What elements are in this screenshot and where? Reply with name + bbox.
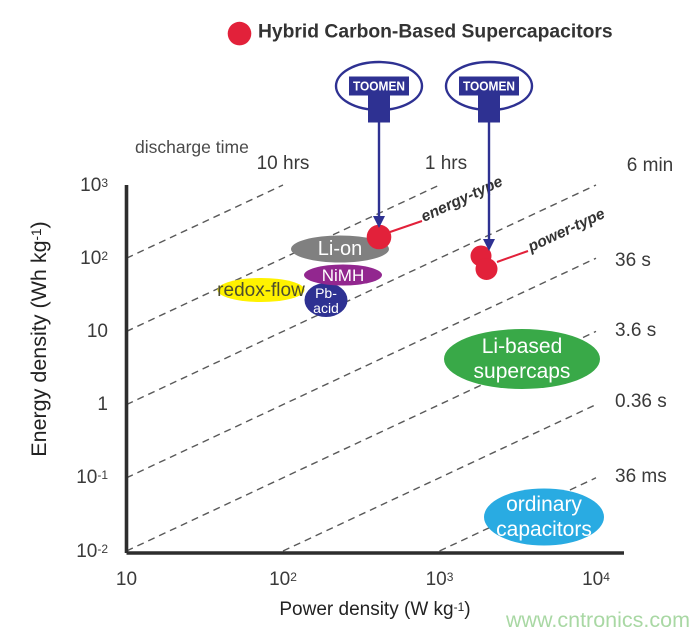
svg-text:102: 102 [269,569,297,590]
svg-text:discharge time: discharge time [135,137,249,157]
svg-text:10-2: 10-2 [76,541,108,562]
svg-text:ordinary: ordinary [506,493,582,516]
svg-text:Li-on: Li-on [318,238,362,260]
svg-text:energy-type: energy-type [419,173,506,226]
svg-text:www.cntronics.com: www.cntronics.com [505,608,690,632]
svg-text:acid: acid [313,300,339,316]
svg-text:1 hrs: 1 hrs [425,153,467,174]
svg-text:0.36 s: 0.36 s [615,391,667,412]
svg-text:NiMH: NiMH [322,266,365,285]
svg-text:Energy density (Wh kg-1): Energy density (Wh kg-1) [27,221,51,456]
svg-text:10-1: 10-1 [76,467,108,488]
svg-text:Power density (W kg-1): Power density (W kg-1) [279,599,470,620]
svg-text:36 s: 36 s [615,250,651,271]
svg-text:103: 103 [426,569,454,590]
svg-text:supercaps: supercaps [474,360,571,383]
svg-text:Hybrid Carbon-Based Supercapac: Hybrid Carbon-Based Supercapacitors [258,22,613,43]
svg-text:10 hrs: 10 hrs [257,153,310,174]
svg-text:TOOMEN: TOOMEN [463,79,515,94]
svg-text:10: 10 [87,321,108,342]
svg-text:redox-flow: redox-flow [217,280,305,301]
svg-text:Pb-: Pb- [315,285,337,301]
svg-text:102: 102 [80,248,108,269]
svg-text:6 min: 6 min [627,155,673,176]
svg-text:capacitors: capacitors [496,518,592,541]
svg-text:104: 104 [582,569,610,590]
svg-text:1: 1 [97,394,108,415]
svg-text:10: 10 [116,569,137,590]
svg-text:Li-based: Li-based [482,335,563,358]
svg-text:power-type: power-type [525,205,608,256]
svg-text:36 ms: 36 ms [615,466,667,487]
svg-text:3.6 s: 3.6 s [615,320,656,341]
svg-text:TOOMEN: TOOMEN [353,79,405,94]
svg-text:103: 103 [80,175,108,196]
